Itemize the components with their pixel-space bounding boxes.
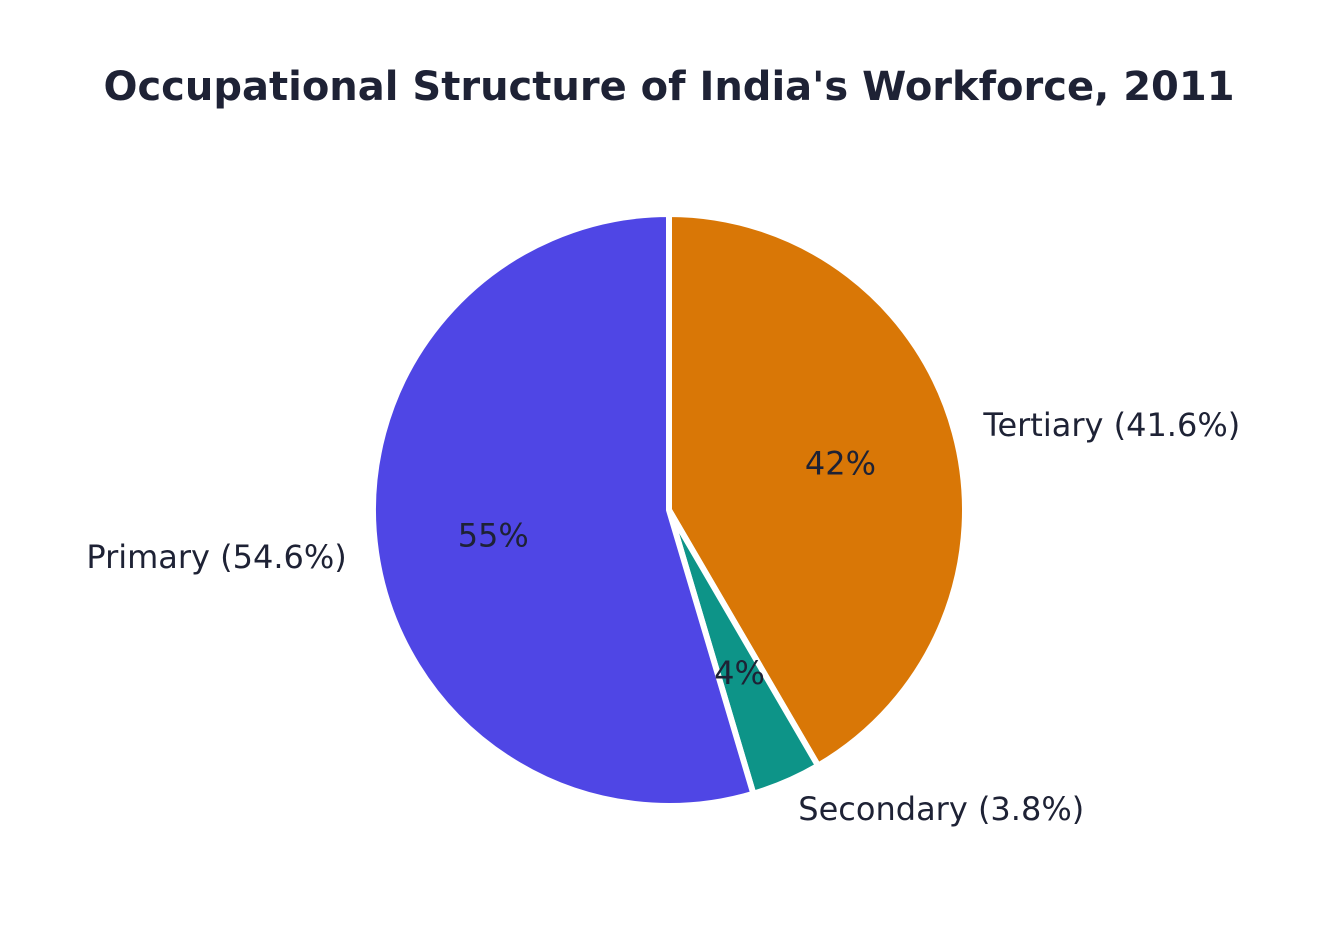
pie-slices (370, 211, 968, 809)
slice-label-primary: Primary (54.6%) (86, 538, 346, 576)
slice-label-secondary: Secondary (3.8%) (798, 790, 1084, 828)
slice-label-tertiary: Tertiary (41.6%) (982, 406, 1240, 444)
chart-title: Occupational Structure of India's Workfo… (103, 64, 1234, 110)
pct-label-secondary: 4% (714, 654, 765, 692)
pie-slice-primary (370, 211, 757, 809)
pie-percent-labels: 42% 4% 55% (458, 445, 876, 692)
pie-slice-tertiary (666, 211, 968, 769)
pct-label-tertiary: 42% (805, 445, 876, 483)
pie-outer-labels: Tertiary (41.6%) Secondary (3.8%) Primary … (86, 406, 1240, 828)
pct-label-primary: 55% (458, 517, 529, 555)
